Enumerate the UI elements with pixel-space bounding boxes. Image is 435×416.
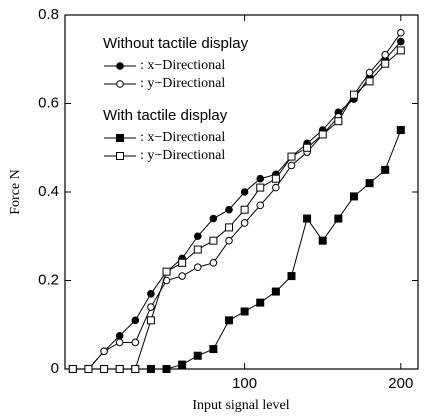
series-line (72, 50, 402, 370)
data-point (100, 365, 109, 373)
data-point (147, 303, 155, 311)
data-point (272, 183, 280, 192)
legend-label: : y−Directional (140, 76, 225, 91)
data-point (225, 223, 234, 232)
y-tick-label: 0.4 (38, 183, 59, 200)
x-tick-label: 100 (232, 375, 257, 392)
data-point (131, 365, 140, 373)
y-tick-label: 0.8 (38, 6, 59, 23)
data-point (287, 272, 296, 281)
data-point (193, 351, 202, 360)
data-point (193, 232, 202, 241)
data-point (100, 347, 108, 356)
data-point (131, 338, 140, 347)
x-tick-label: 200 (388, 375, 413, 392)
legend-marker (116, 134, 124, 142)
data-point (287, 152, 296, 161)
data-point (256, 174, 265, 183)
data-point (225, 316, 234, 325)
data-point (209, 259, 218, 267)
data-point (334, 117, 343, 126)
data-point (397, 28, 405, 37)
data-point (365, 68, 374, 77)
legend-group-title: With tactile display (103, 107, 228, 124)
legend-label: : x−Directional (140, 130, 225, 145)
legend-marker (116, 62, 124, 70)
data-point (303, 143, 312, 152)
data-point (68, 365, 77, 373)
data-point (240, 188, 249, 196)
data-point (209, 214, 218, 223)
legend-marker (116, 80, 124, 88)
y-tick-label: 0 (51, 360, 59, 377)
data-point (131, 316, 140, 325)
data-point (147, 289, 155, 298)
data-point (287, 161, 296, 170)
data-point (271, 174, 280, 183)
data-point (334, 214, 343, 223)
data-point (365, 77, 374, 86)
data-point (240, 205, 249, 214)
data-point (256, 298, 265, 307)
data-point (225, 205, 233, 214)
data-point (349, 192, 358, 201)
data-point (146, 365, 155, 373)
data-point (209, 236, 218, 245)
data-point (256, 201, 265, 210)
y-axis-label: Force N (8, 169, 23, 215)
data-point (115, 365, 124, 373)
legend-label: : x−Directional (140, 58, 225, 73)
data-point (115, 332, 124, 340)
data-point (240, 219, 249, 227)
y-tick-label: 0.6 (38, 94, 59, 111)
y-tick-label: 0.2 (38, 271, 59, 288)
data-point (162, 267, 171, 276)
data-point (162, 365, 171, 373)
x-axis-label: Input signal level (192, 398, 289, 413)
data-point (271, 287, 280, 296)
legend-marker (116, 152, 124, 160)
legend-group-title: Without tactile display (103, 35, 249, 52)
data-point (256, 183, 265, 192)
data-point (381, 59, 390, 68)
data-point (365, 179, 374, 188)
series-line (72, 32, 402, 370)
data-point (225, 236, 233, 245)
data-point (318, 236, 327, 245)
data-point (396, 126, 405, 135)
data-point (115, 338, 124, 347)
data-point (397, 37, 405, 46)
data-point (178, 360, 187, 369)
data-point (146, 316, 155, 325)
data-point (84, 365, 93, 373)
data-point (381, 165, 390, 174)
data-point (381, 51, 389, 59)
data-point (396, 46, 405, 55)
data-point (240, 307, 249, 316)
legend-label: : y−Directional (140, 148, 225, 163)
data-point (318, 130, 327, 139)
data-point (193, 245, 202, 254)
data-point (193, 263, 202, 272)
data-point (178, 272, 186, 280)
data-point (349, 90, 358, 99)
data-point (209, 345, 218, 354)
data-point (303, 214, 312, 223)
data-point (178, 258, 187, 267)
